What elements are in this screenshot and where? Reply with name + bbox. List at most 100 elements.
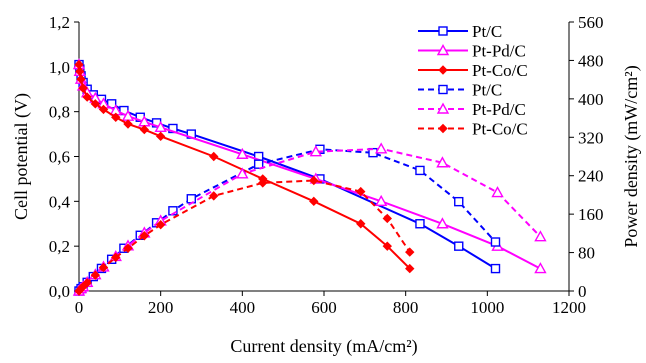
y-left-tick-label: 0,4	[49, 192, 71, 211]
data-point	[139, 124, 150, 135]
legend-label: Pt/C	[472, 81, 502, 100]
legend-swatch-marker	[438, 84, 448, 95]
legend-entry: Pt/C	[418, 81, 502, 100]
legend: Pt/CPt-Pd/CPt-Co/CPt/CPt-Pd/CPt-Co/C	[418, 22, 528, 139]
data-point	[98, 104, 109, 115]
data-point	[209, 151, 219, 162]
data-point	[253, 159, 264, 169]
axes: 0 200 400 600 800 1000 12000,00,20,40,60,81,01…	[49, 13, 604, 317]
data-point	[236, 147, 249, 159]
data-point	[374, 194, 388, 207]
data-point	[155, 220, 166, 230]
legend-entry: Pt/C	[418, 22, 502, 41]
series-layer	[72, 58, 547, 296]
data-point	[139, 231, 150, 241]
y-right-axis-title: Power density (mW/cm²)	[621, 65, 642, 247]
data-point	[309, 145, 323, 157]
legend-entry: Pt-Co/C	[418, 120, 528, 139]
data-point	[534, 230, 547, 242]
series-5	[74, 175, 415, 296]
data-point	[490, 263, 501, 274]
y-left-tick-label: 0,8	[49, 103, 70, 122]
data-point	[356, 219, 366, 229]
data-point	[382, 213, 392, 224]
y-left-tick-label: 1,2	[49, 13, 70, 32]
data-point	[75, 66, 85, 77]
data-point	[405, 263, 415, 274]
data-point	[382, 241, 392, 251]
data-point	[82, 278, 92, 288]
data-point	[111, 112, 121, 122]
y-right-tick-label: 160	[578, 205, 604, 224]
data-point	[90, 270, 101, 280]
y-right-tick-label: 480	[578, 51, 604, 70]
data-point	[309, 196, 319, 207]
x-tick-label: 1000	[470, 298, 504, 317]
legend-label: Pt-Pd/C	[472, 42, 526, 61]
data-point	[236, 167, 249, 179]
y-left-tick-label: 0,6	[49, 148, 70, 167]
data-point	[374, 142, 388, 154]
data-point	[415, 219, 425, 229]
y-right-tick-label: 560	[578, 13, 604, 32]
data-point	[209, 191, 219, 201]
data-point	[534, 262, 547, 274]
data-point	[309, 175, 319, 186]
legend-swatch-marker	[438, 65, 448, 75]
legend-swatch-marker	[436, 44, 450, 56]
y-left-tick-label: 1,0	[49, 58, 70, 77]
data-point	[186, 194, 196, 204]
x-tick-label: 0	[75, 298, 84, 317]
data-point	[258, 178, 268, 188]
data-point	[356, 186, 366, 197]
data-point	[76, 74, 86, 84]
x-axis-title: Current density (mA/cm²)	[230, 336, 417, 357]
data-point	[454, 196, 464, 207]
y-right-tick-label: 240	[578, 167, 604, 186]
data-point	[415, 165, 425, 176]
x-tick-label: 800	[393, 298, 419, 317]
data-point	[491, 186, 504, 198]
data-point	[123, 119, 133, 129]
legend-label: Pt/C	[472, 22, 502, 41]
legend-entry: Pt-Co/C	[418, 61, 528, 80]
legend-entry: Pt-Pd/C	[418, 42, 526, 61]
x-tick-label: 200	[148, 298, 174, 317]
series-line	[78, 147, 542, 292]
data-point	[490, 237, 501, 247]
data-point	[436, 217, 449, 229]
data-point	[436, 156, 449, 168]
y-right-tick-label: 0	[578, 282, 587, 301]
y-left-tick-label: 0,2	[49, 237, 70, 256]
series-0	[74, 59, 501, 274]
series-line	[78, 179, 411, 292]
data-point	[123, 243, 133, 253]
legend-swatch-marker	[438, 26, 448, 36]
data-point	[82, 92, 92, 102]
data-point	[111, 252, 121, 263]
x-tick-label: 1200	[552, 298, 586, 317]
legend-swatch-marker	[436, 102, 450, 114]
data-point	[454, 241, 464, 251]
legend-label: Pt-Co/C	[472, 120, 528, 139]
data-point	[98, 262, 109, 273]
y-right-tick-label: 400	[578, 90, 604, 109]
data-point	[90, 99, 101, 109]
legend-label: Pt-Pd/C	[472, 100, 526, 119]
y-right-tick-label: 80	[578, 244, 595, 263]
y-left-tick-label: 0,0	[49, 282, 70, 301]
y-left-axis-title: Cell potential (V)	[11, 93, 32, 220]
x-tick-label: 400	[230, 298, 256, 317]
data-point	[405, 247, 415, 257]
legend-label: Pt-Co/C	[472, 61, 528, 80]
legend-swatch-marker	[438, 123, 448, 134]
legend-entry: Pt-Pd/C	[418, 100, 526, 119]
x-tick-label: 600	[311, 298, 337, 317]
y-right-tick-label: 320	[578, 128, 604, 147]
data-point	[155, 131, 166, 142]
data-point	[154, 120, 167, 133]
data-point	[78, 83, 88, 93]
series-2	[74, 59, 415, 274]
